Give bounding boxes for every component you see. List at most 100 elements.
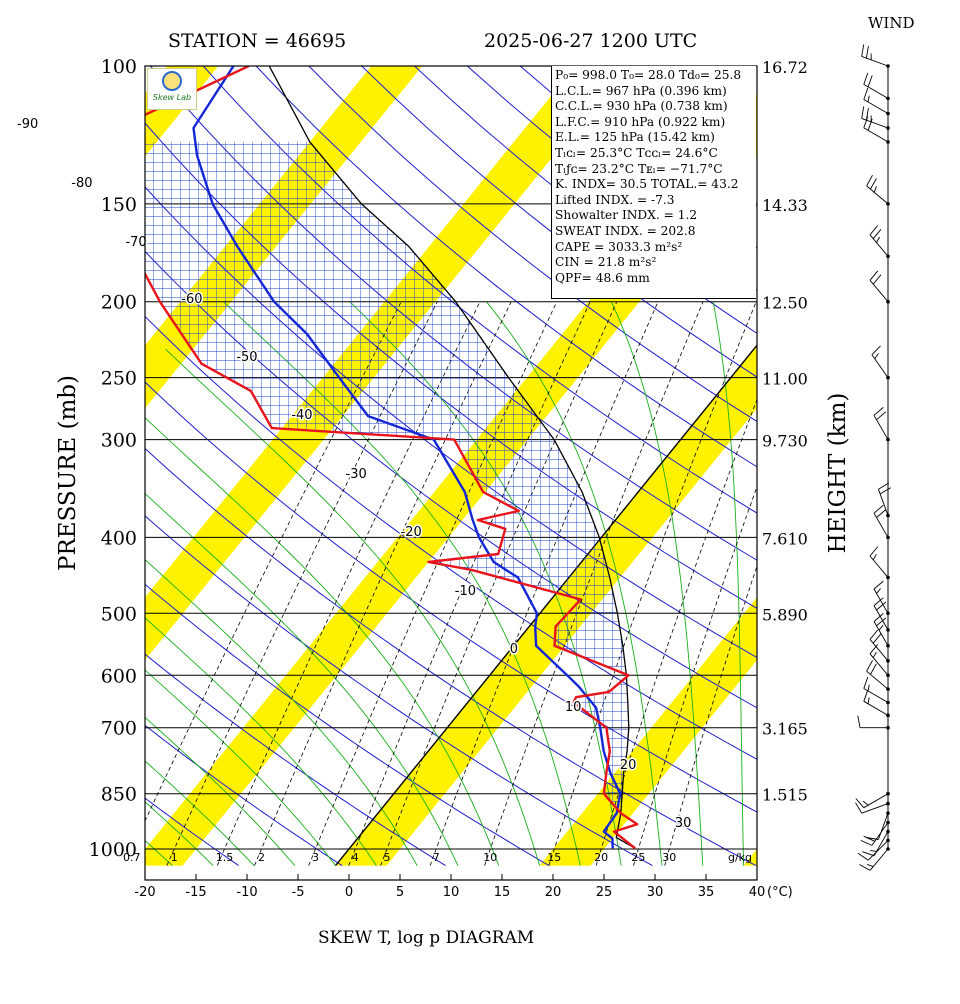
isotherm-label: -10 (455, 584, 476, 599)
index-line: Tₗƒᴄ= 23.2°C Tᴇₗ= −71.7°C (555, 162, 756, 178)
height-tick-label: 9.730 (762, 432, 808, 451)
logo-emblem-icon (162, 71, 182, 91)
height-tick-label: 14.33 (762, 196, 808, 215)
index-line: P₀= 998.0 T₀= 28.0 Td₀= 25.8 (555, 68, 756, 84)
isotherm-band (948, 49, 960, 866)
mixing-ratio-label: 1.5 (216, 851, 234, 864)
isotherm-label: 0 (510, 642, 518, 657)
x-tick-label: -10 (236, 885, 257, 900)
station-label: STATION = 46695 (168, 30, 346, 52)
wind-title: WIND (868, 14, 915, 32)
isotherm-label: -40 (291, 408, 312, 423)
x-tick-label: 30 (647, 885, 664, 900)
moist-adiabat (0, 658, 132, 866)
logo-text: Skew Lab (148, 93, 196, 102)
wind-barb (870, 630, 888, 661)
pressure-tick-label: 700 (101, 718, 137, 740)
isotherm-label: -70 (125, 235, 146, 250)
index-line: E.L.= 125 hPa (15.42 km) (555, 130, 756, 146)
wind-barb (867, 175, 888, 204)
moist-adiabat (0, 633, 172, 866)
mixing-ratio-label: g/kg (728, 851, 752, 864)
x-tick-label: 0 (345, 885, 353, 900)
mixing-ratio-label: 15 (547, 851, 561, 864)
isotherm-label: -60 (181, 292, 202, 307)
index-line: CIN = 21.8 m²s² (555, 255, 756, 271)
pressure-tick-label: 300 (101, 430, 137, 452)
isotherm-band (744, 49, 960, 866)
height-tick-label: 11.00 (762, 370, 808, 389)
index-line: CAPE = 3033.3 m²s² (555, 240, 756, 256)
pressure-tick-label: 600 (101, 665, 137, 687)
pressure-tick-label: 150 (101, 194, 137, 216)
x-tick-label: 35 (698, 885, 715, 900)
mixing-ratio-label: 4 (352, 851, 359, 864)
wind-barb (870, 225, 888, 256)
pressure-tick-label: 500 (101, 603, 137, 625)
x-tick-label: -15 (185, 885, 206, 900)
mixing-ratio-label: 2 (258, 851, 265, 864)
wind-barb (874, 407, 888, 439)
height-tick-label: 5.890 (762, 605, 808, 624)
x-tick-label: -20 (134, 885, 155, 900)
isotherm-label: 30 (675, 816, 692, 831)
station-logo: Skew Lab (147, 68, 197, 110)
wind-barb (861, 822, 888, 845)
mixing-ratio-label: 20 (594, 851, 608, 864)
index-line: QPF= 48.6 mm (555, 271, 756, 287)
x-tick-label: 15 (494, 885, 511, 900)
index-line: Tₗᴄₗ= 25.3°C Tᴄᴄₗ= 24.6°C (555, 146, 756, 162)
wind-barb (870, 271, 888, 302)
wind-barb (864, 73, 888, 99)
pressure-tick-label: 250 (101, 368, 137, 390)
wind-barb (872, 346, 888, 378)
x-tick-label: 5 (396, 885, 404, 900)
index-line: L.F.C.= 910 hPa (0.922 km) (555, 115, 756, 131)
x-tick-label: 10 (443, 885, 460, 900)
pressure-tick-label: 100 (101, 56, 137, 78)
mixing-ratio-label: 10 (483, 851, 497, 864)
y2-axis-title: HEIGHT (km) (825, 373, 851, 573)
mixing-ratio-label: 5 (384, 851, 391, 864)
x-tick-label: -5 (292, 885, 305, 900)
index-line: C.C.L.= 930 hPa (0.738 km) (555, 99, 756, 115)
isotherm-label: -90 (17, 117, 38, 132)
isotherm-label: -30 (346, 467, 367, 482)
wind-barb (862, 106, 888, 128)
index-line: Lifted INDX. = -7.3 (555, 193, 756, 209)
isotherm-label: -20 (401, 525, 422, 540)
pressure-tick-label: 850 (101, 784, 137, 806)
mixing-ratio-label: 30 (662, 851, 676, 864)
isotherm-band (0, 49, 28, 866)
x-tick-label: 40 (749, 885, 766, 900)
datetime-label: 2025-06-27 1200 UTC (484, 30, 697, 52)
index-line: K. INDX= 30.5 TOTAL.= 43.2 (555, 177, 756, 193)
x-unit-label: (°C) (767, 885, 793, 900)
pressure-tick-label: 400 (101, 527, 137, 549)
height-tick-label: 7.610 (762, 529, 808, 548)
mixing-ratio-label: 7 (433, 851, 440, 864)
x-tick-label: 20 (545, 885, 562, 900)
index-line: Showalter INDX. = 1.2 (555, 208, 756, 224)
isotherm-label: -50 (236, 350, 257, 365)
wind-barb (858, 716, 888, 728)
mixing-ratio-label: 25 (631, 851, 645, 864)
mixing-ratio-line (665, 302, 852, 866)
chart-title: SKEW T, log p DIAGRAM (318, 928, 534, 948)
wind-barb (862, 44, 888, 66)
isotherm-label: -80 (71, 176, 92, 191)
pressure-tick-label: 1000 (89, 839, 137, 861)
wind-barb (864, 690, 888, 716)
pressure-tick-label: 200 (101, 292, 137, 314)
isotherm-label: 10 (565, 700, 582, 715)
wind-barb (870, 547, 888, 578)
height-tick-label: 3.165 (762, 720, 808, 739)
index-line: L.C.L.= 967 hPa (0.396 km) (555, 84, 756, 100)
indices-box: P₀= 998.0 T₀= 28.0 Td₀= 25.8 L.C.L.= 967… (551, 66, 756, 299)
dry-adiabat (0, 66, 32, 866)
y-axis-title: PRESSURE (mb) (55, 353, 81, 593)
index-line: SWEAT INDX. = 202.8 (555, 224, 756, 240)
x-tick-label: 25 (596, 885, 613, 900)
